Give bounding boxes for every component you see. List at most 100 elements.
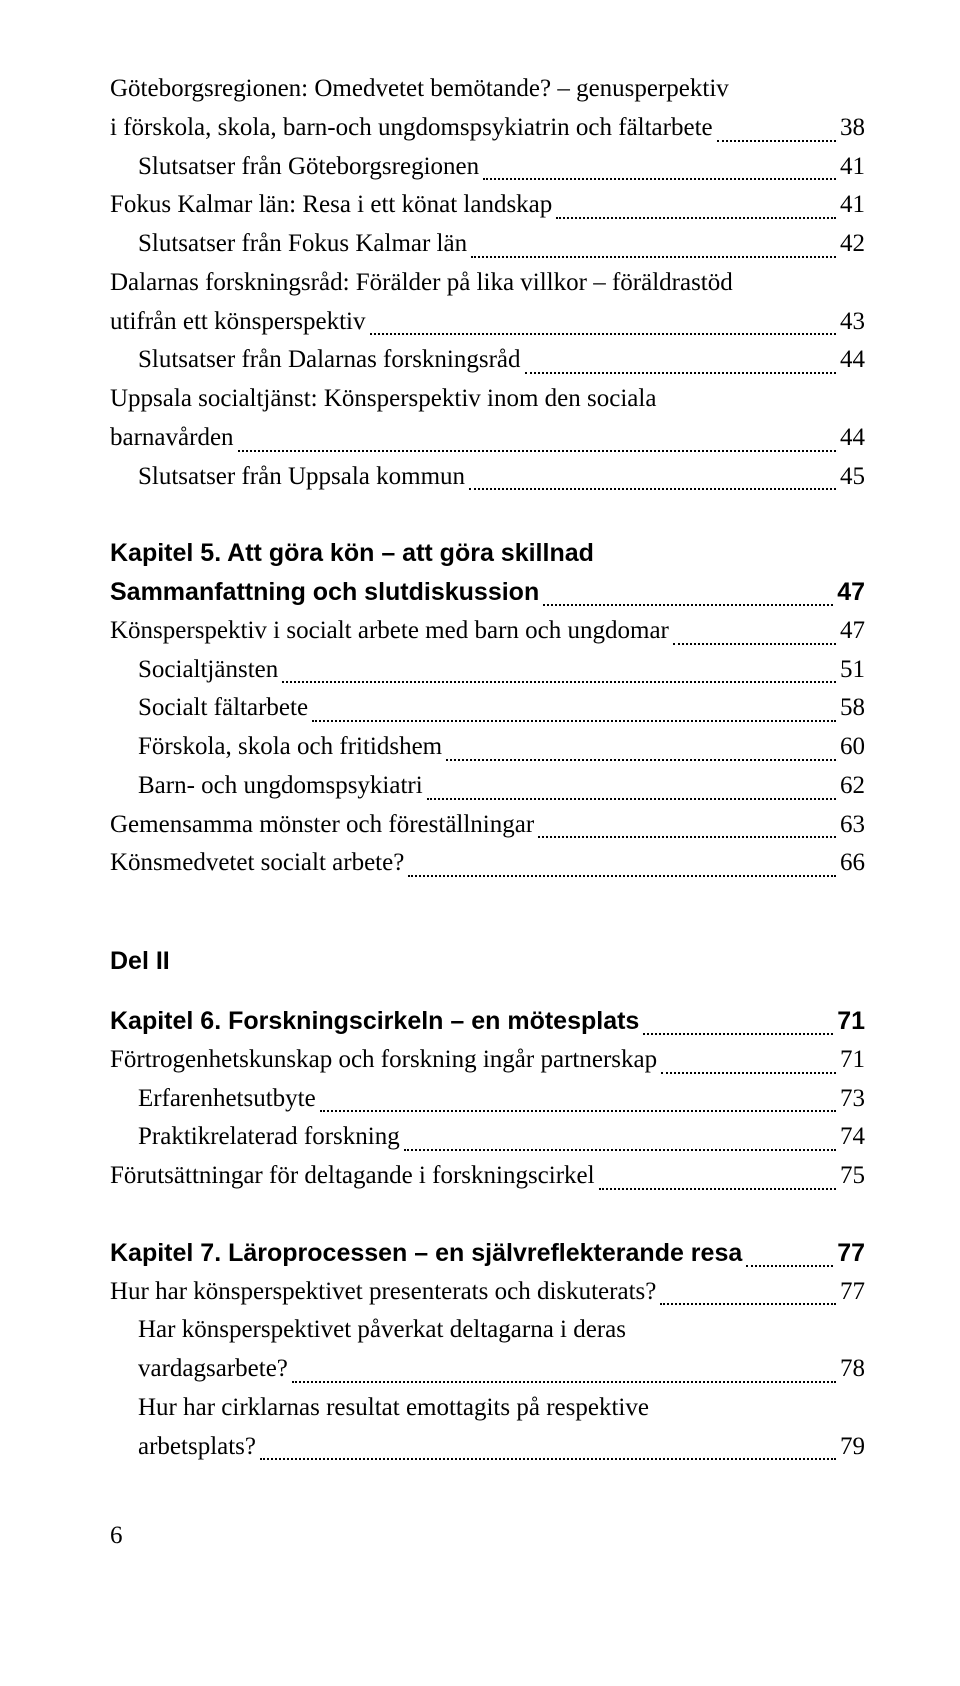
toc-section-4: Hur har könsperspektivet presenterats oc… [110, 1273, 865, 1467]
kapitel-5-heading: Kapitel 5. Att göra kön – att göra skill… [110, 534, 865, 612]
toc-entry: Göteborgsregionen: Omedvetet bemötande? … [110, 70, 865, 148]
toc-entry: Förskola, skola och fritidshem 60 [110, 728, 865, 767]
entry-label-cont: arbetsplats? [138, 1428, 256, 1467]
toc-section-3: Förtrogenhetskunskap och forskning ingår… [110, 1041, 865, 1196]
page-number: 77 [840, 1273, 865, 1312]
toc-entry: Könsmedvetet socialt arbete?66 [110, 844, 865, 883]
toc-entry: Förutsättningar för deltagande i forskni… [110, 1157, 865, 1196]
leader [312, 719, 836, 722]
entry-label: Fokus Kalmar län: Resa i ett könat lands… [110, 186, 552, 225]
kapitel-7-heading: Kapitel 7. Läroprocessen – en självrefle… [110, 1234, 865, 1273]
leader [260, 1457, 836, 1460]
toc-entry: Fokus Kalmar län: Resa i ett könat lands… [110, 186, 865, 225]
entry-label: Dalarnas forskningsråd: Förälder på lika… [110, 264, 865, 303]
leader [538, 835, 836, 838]
page-number: 78 [840, 1350, 865, 1389]
page-number: 47 [837, 573, 865, 612]
page-number: 43 [840, 303, 865, 342]
toc-entry: Slutsatser från Fokus Kalmar län 42 [110, 225, 865, 264]
toc-entry: Praktikrelaterad forskning 74 [110, 1118, 865, 1157]
leader [282, 680, 836, 683]
page-number: 41 [840, 148, 865, 187]
leader [427, 797, 836, 800]
leader [404, 1148, 836, 1151]
leader [673, 642, 836, 645]
leader [446, 758, 836, 761]
page-number: 60 [840, 728, 865, 767]
toc-entry: Erfarenhetsutbyte73 [110, 1080, 865, 1119]
toc-entry: Förtrogenhetskunskap och forskning ingår… [110, 1041, 865, 1080]
heading-line1: Kapitel 5. Att göra kön – att göra skill… [110, 534, 865, 573]
leader [469, 487, 836, 490]
entry-label: Socialt fältarbete [138, 689, 308, 728]
entry-label: Har könsperspektivet påverkat deltagarna… [138, 1311, 865, 1350]
entry-label: Slutsatser från Dalarnas forskningsråd [138, 341, 521, 380]
toc-section-1: Göteborgsregionen: Omedvetet bemötande? … [110, 70, 865, 496]
entry-label: Slutsatser från Göteborgsregionen [138, 148, 479, 187]
page-number: 79 [840, 1428, 865, 1467]
toc-entry: Socialt fältarbete 58 [110, 689, 865, 728]
leader [556, 216, 836, 219]
heading-label: Kapitel 6. Forskningscirkeln – en mötesp… [110, 1002, 639, 1041]
del-2-heading: Del II [110, 947, 865, 976]
toc-entry: Socialtjänsten 51 [110, 651, 865, 690]
footer-page-number: 6 [110, 1522, 865, 1550]
page-number: 47 [840, 612, 865, 651]
entry-label: Hur har könsperspektivet presenterats oc… [110, 1273, 656, 1312]
page-number: 44 [840, 419, 865, 458]
page-number: 75 [840, 1157, 865, 1196]
page-number: 74 [840, 1118, 865, 1157]
entry-label: Socialtjänsten [138, 651, 278, 690]
page-number: 58 [840, 689, 865, 728]
toc-entry: Slutsatser från Dalarnas forskningsråd 44 [110, 341, 865, 380]
entry-label-cont: barnavården [110, 419, 234, 458]
page-number: 77 [837, 1234, 865, 1273]
kapitel-6-heading: Kapitel 6. Forskningscirkeln – en mötesp… [110, 1002, 865, 1041]
toc-entry: Hur har cirklarnas resultat emottagits p… [110, 1389, 865, 1467]
page-number: 66 [840, 844, 865, 883]
leader [643, 1032, 833, 1035]
page-number: 71 [837, 1002, 865, 1041]
page-number: 41 [840, 186, 865, 225]
entry-label: Gemensamma mönster och föreställningar [110, 806, 534, 845]
leader [660, 1302, 836, 1305]
leader [370, 332, 837, 335]
leader [661, 1071, 836, 1074]
toc-entry: Hur har könsperspektivet presenterats oc… [110, 1273, 865, 1312]
leader [238, 449, 836, 452]
toc-entry: Barn- och ungdomspsykiatri 62 [110, 767, 865, 806]
entry-label: Göteborgsregionen: Omedvetet bemötande? … [110, 70, 865, 109]
page-number: 44 [840, 341, 865, 380]
page-number: 63 [840, 806, 865, 845]
entry-label: Förskola, skola och fritidshem [138, 728, 442, 767]
leader [525, 371, 836, 374]
page-number: 45 [840, 458, 865, 497]
leader [483, 177, 836, 180]
heading-label: Kapitel 7. Läroprocessen – en självrefle… [110, 1234, 742, 1273]
toc-entry: Dalarnas forskningsråd: Förälder på lika… [110, 264, 865, 342]
leader [543, 603, 833, 606]
page-number: 42 [840, 225, 865, 264]
page-number: 51 [840, 651, 865, 690]
entry-label-cont: utifrån ett könsperspektiv [110, 303, 366, 342]
entry-label-cont: vardagsarbete? [138, 1350, 288, 1389]
entry-label: Könsperspektiv i socialt arbete med barn… [110, 612, 669, 651]
entry-label: Erfarenhetsutbyte [138, 1080, 316, 1119]
entry-label: Slutsatser från Uppsala kommun [138, 458, 465, 497]
toc-entry: Slutsatser från Uppsala kommun 45 [110, 458, 865, 497]
leader [746, 1264, 833, 1267]
toc-entry: Gemensamma mönster och föreställningar 63 [110, 806, 865, 845]
heading-line2: Sammanfattning och slutdiskussion [110, 573, 539, 612]
entry-label: Slutsatser från Fokus Kalmar län [138, 225, 467, 264]
entry-label: Hur har cirklarnas resultat emottagits p… [138, 1389, 865, 1428]
entry-label-cont: i förskola, skola, barn-och ungdomspsyki… [110, 109, 713, 148]
leader [471, 255, 836, 258]
entry-label: Barn- och ungdomspsykiatri [138, 767, 423, 806]
entry-label: Uppsala socialtjänst: Könsperspektiv ino… [110, 380, 865, 419]
toc-entry: Har könsperspektivet påverkat deltagarna… [110, 1311, 865, 1389]
toc-entry: Slutsatser från Göteborgsregionen 41 [110, 148, 865, 187]
toc-section-2: Könsperspektiv i socialt arbete med barn… [110, 612, 865, 883]
page-number: 62 [840, 767, 865, 806]
page-number: 38 [840, 109, 865, 148]
entry-label: Praktikrelaterad forskning [138, 1118, 400, 1157]
